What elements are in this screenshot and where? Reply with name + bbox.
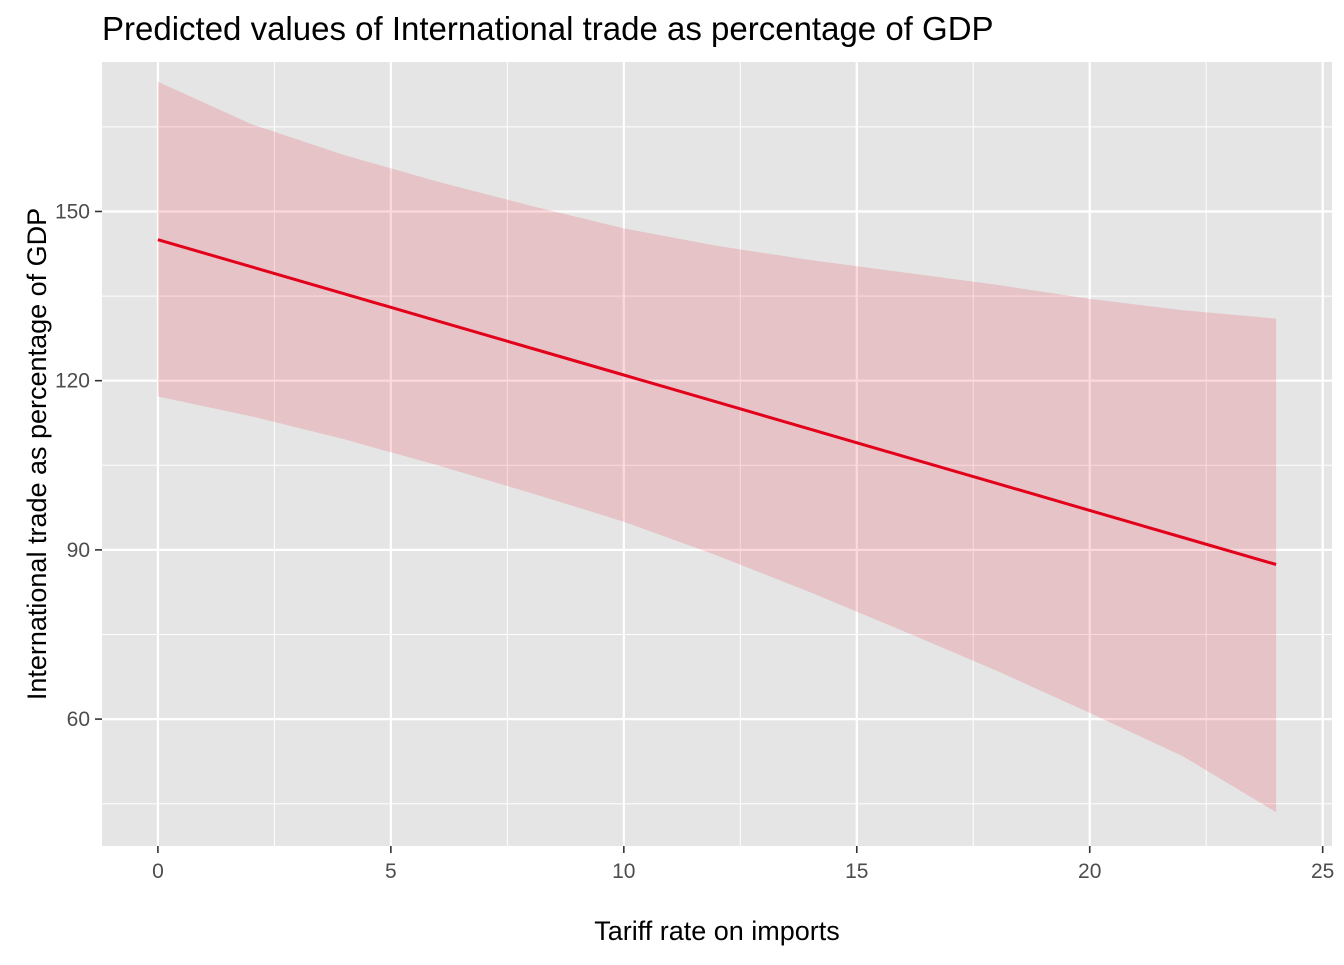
prediction-line-0 (157, 238, 1277, 566)
x-axis-title: Tariff rate on imports (594, 916, 840, 946)
x-tick-label-2: 10 (612, 860, 635, 883)
confidence-band-0 (157, 81, 1277, 813)
x-axis: 0 5 10 15 20 25 (152, 846, 1334, 883)
y-tick-label-1: 90 (67, 539, 90, 562)
y-axis: 60 90 120 150 (55, 200, 102, 731)
x-tick-label-1: 5 (385, 860, 397, 883)
major-gridlines (102, 62, 1332, 846)
chart-title: Predicted values of International trade … (102, 10, 994, 47)
x-tick-label-5: 25 (1311, 860, 1334, 883)
y-tick-label-0: 60 (67, 708, 90, 731)
y-axis-title: International trade as percentage of GDP (22, 208, 52, 700)
confidence-band-layer (157, 81, 1277, 813)
minor-gridlines (102, 62, 1332, 846)
x-tick-label-3: 15 (845, 860, 868, 883)
x-tick-label-0: 0 (152, 860, 164, 883)
prediction-line-layer (157, 238, 1277, 566)
y-tick-label-2: 120 (55, 370, 90, 393)
y-tick-label-3: 150 (55, 200, 90, 223)
x-tick-label-4: 20 (1078, 860, 1101, 883)
plot-panel (102, 62, 1332, 846)
